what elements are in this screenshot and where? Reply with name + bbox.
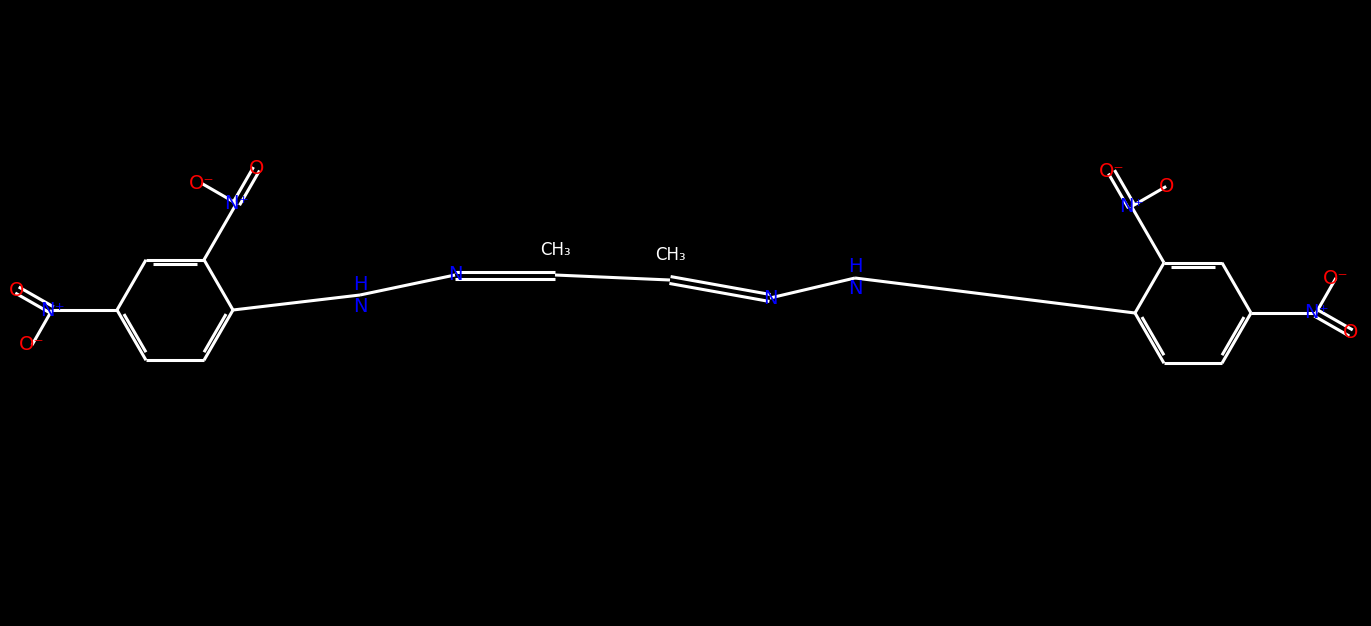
Text: N⁺: N⁺ <box>40 300 64 319</box>
Text: O⁻: O⁻ <box>1323 269 1349 287</box>
Text: CH₃: CH₃ <box>655 246 686 264</box>
Text: N: N <box>762 289 777 307</box>
Text: O⁻: O⁻ <box>19 336 45 354</box>
Text: N⁺: N⁺ <box>1119 197 1143 216</box>
Text: O: O <box>248 160 265 178</box>
Text: O: O <box>10 280 25 299</box>
Text: O⁻: O⁻ <box>1098 162 1124 182</box>
Text: CH₃: CH₃ <box>540 241 570 259</box>
Text: H
N: H N <box>847 257 862 299</box>
Text: O: O <box>1344 324 1359 342</box>
Text: H
N: H N <box>352 274 367 316</box>
Text: N⁺: N⁺ <box>223 194 250 213</box>
Text: N: N <box>448 265 462 284</box>
Text: O⁻: O⁻ <box>189 174 215 193</box>
Text: N⁺: N⁺ <box>1304 304 1328 322</box>
Text: O: O <box>1158 177 1174 196</box>
